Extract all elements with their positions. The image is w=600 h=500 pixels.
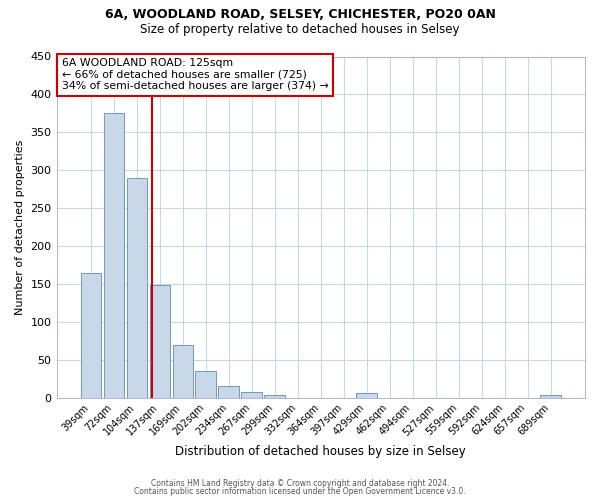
Y-axis label: Number of detached properties: Number of detached properties [15,140,25,315]
Bar [173,344,193,398]
Bar [149,286,170,398]
Bar [241,392,262,398]
Text: 6A, WOODLAND ROAD, SELSEY, CHICHESTER, PO20 0AN: 6A, WOODLAND ROAD, SELSEY, CHICHESTER, P… [104,8,496,20]
Text: Contains HM Land Registry data © Crown copyright and database right 2024.: Contains HM Land Registry data © Crown c… [151,478,449,488]
Bar [80,272,101,398]
Text: 6A WOODLAND ROAD: 125sqm
← 66% of detached houses are smaller (725)
34% of semi-: 6A WOODLAND ROAD: 125sqm ← 66% of detach… [62,58,329,92]
Bar [540,396,561,398]
X-axis label: Distribution of detached houses by size in Selsey: Distribution of detached houses by size … [175,444,466,458]
Text: Contains public sector information licensed under the Open Government Licence v3: Contains public sector information licen… [134,487,466,496]
Bar [104,114,124,398]
Bar [196,371,216,398]
Bar [127,178,147,398]
Bar [218,386,239,398]
Bar [356,393,377,398]
Bar [265,394,285,398]
Text: Size of property relative to detached houses in Selsey: Size of property relative to detached ho… [140,22,460,36]
